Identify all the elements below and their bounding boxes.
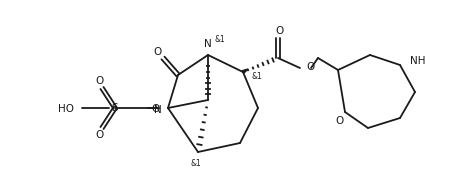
Text: S: S [112,103,118,113]
Text: &1: &1 [190,160,201,168]
Text: O: O [96,76,104,86]
Text: N: N [204,39,212,49]
Text: O: O [154,47,162,57]
Text: &1: &1 [215,34,226,44]
Text: O: O [96,130,104,140]
Text: &1: &1 [252,71,263,80]
Polygon shape [242,69,248,73]
Text: O: O [151,104,159,114]
Text: O: O [336,116,344,126]
Text: HO: HO [58,104,74,114]
Text: NH: NH [410,56,425,66]
Text: O: O [276,26,284,36]
Text: O: O [306,62,314,72]
Text: N: N [154,105,162,115]
